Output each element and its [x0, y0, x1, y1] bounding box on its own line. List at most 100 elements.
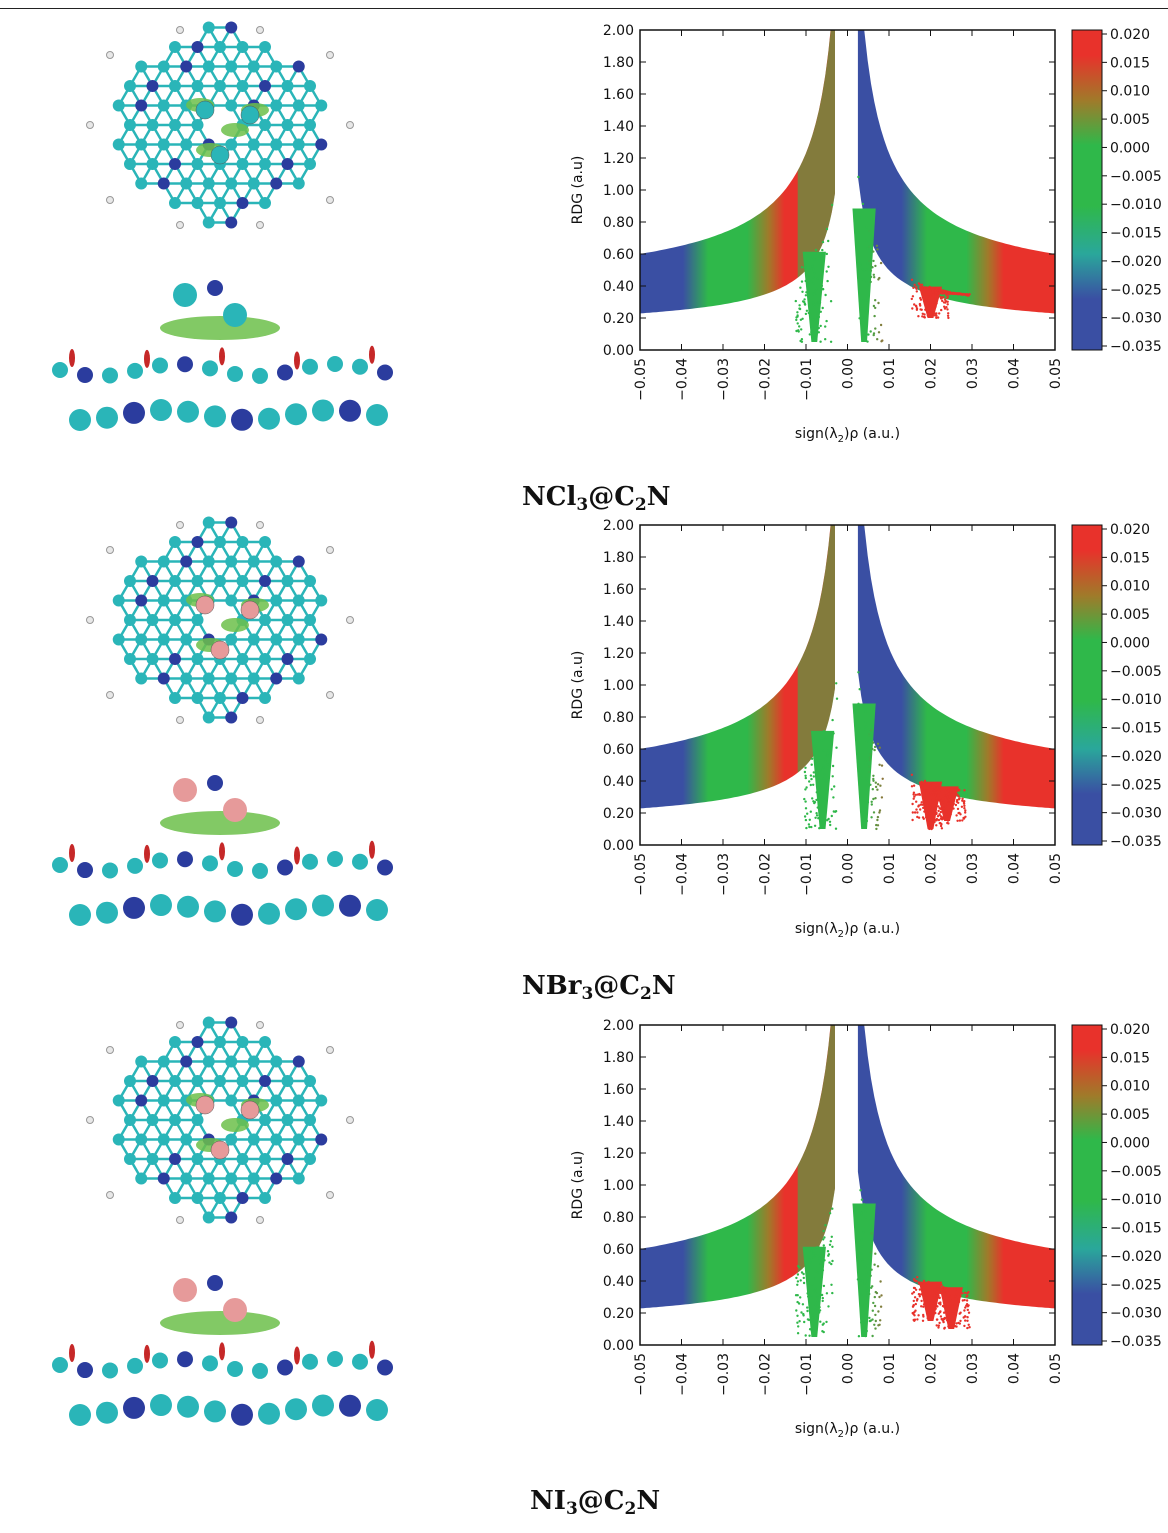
scatter-point — [943, 1327, 946, 1330]
scatter-point — [926, 1302, 930, 1306]
scatter-point — [876, 818, 879, 822]
scatter-point — [867, 333, 870, 336]
colorbar-tick-label: 0.010 — [1110, 1079, 1150, 1095]
scatter-point — [910, 278, 914, 281]
x-tick-label: 0.00 — [841, 358, 857, 389]
scatter-point — [874, 327, 877, 330]
x-tick-label: 0.04 — [1007, 853, 1023, 884]
scatter-point — [942, 801, 945, 804]
scatter-point — [946, 1305, 949, 1308]
scatter-point — [943, 1292, 947, 1296]
scatter-point — [812, 1256, 815, 1260]
scatter-point — [828, 1261, 831, 1264]
scatter-point — [966, 1292, 969, 1295]
x-tick-label: −0.03 — [716, 1353, 732, 1396]
scatter-point — [860, 1252, 863, 1255]
scatter-point — [818, 1306, 821, 1309]
scatter-point — [798, 325, 801, 328]
caption-ncl3: NCl3@C2N — [522, 482, 671, 515]
y-axis-label: RDG (a.u) — [570, 156, 586, 225]
scatter-point — [932, 801, 936, 805]
colorbar-tick-label: 0.010 — [1110, 84, 1150, 100]
scatter-point — [795, 316, 798, 319]
scatter-point — [818, 301, 822, 304]
colorbar-tick-label: 0.015 — [1110, 55, 1150, 71]
scatter-point — [830, 1235, 833, 1238]
scatter-point — [942, 797, 945, 800]
scatter-point — [941, 817, 944, 821]
scatter-point — [857, 175, 860, 179]
x-tick-label: 0.00 — [841, 853, 857, 884]
scatter-point — [945, 292, 948, 295]
scatter-point — [930, 1289, 934, 1293]
scatter-point — [864, 762, 868, 766]
scatter-point — [803, 770, 807, 774]
scatter-point — [805, 260, 808, 263]
scatter-point — [818, 1256, 821, 1260]
scatter-point — [917, 816, 921, 819]
colorbar-tick-label: 0.020 — [1110, 27, 1150, 43]
y-tick-label: 0.40 — [603, 774, 634, 790]
scatter-point — [807, 311, 810, 315]
scatter-point — [812, 267, 815, 271]
x-tick-label: 0.05 — [1048, 853, 1064, 884]
scatter-point — [911, 1292, 914, 1295]
scatter-point — [801, 290, 804, 293]
scatter-point — [915, 287, 918, 290]
scatter-point — [813, 749, 816, 752]
scatter-point — [868, 759, 872, 762]
scatter-point — [821, 1299, 824, 1303]
scatter-point — [875, 827, 878, 831]
scatter-point — [797, 329, 800, 332]
scatter-point — [927, 304, 930, 308]
scatter-point — [873, 314, 876, 318]
scatter-point — [930, 793, 933, 796]
scatter-point — [942, 1311, 946, 1314]
scatter-wing-left — [640, 1025, 835, 1309]
scatter-point — [806, 1318, 810, 1321]
scatter-point — [821, 273, 824, 276]
scatter-point — [944, 1288, 948, 1292]
scatter-point — [924, 308, 927, 311]
scatter-point — [936, 295, 939, 298]
x-tick-label: 0.03 — [965, 1353, 981, 1384]
scatter-point — [811, 1316, 814, 1319]
scatter-point — [963, 1315, 967, 1318]
scatter-point — [829, 1240, 832, 1243]
scatter-point — [812, 282, 815, 285]
scatter-point — [879, 1319, 882, 1322]
scatter-point — [958, 1312, 961, 1315]
scatter-spike-3 — [939, 1287, 963, 1329]
scatter-point — [864, 759, 867, 762]
scatter-point — [813, 1318, 816, 1321]
scatter-point — [807, 823, 811, 826]
scatter-point — [931, 791, 934, 794]
scatter-points — [640, 525, 1055, 831]
scatter-point — [868, 229, 871, 233]
scatter-point — [953, 1312, 957, 1315]
scatter-point — [812, 783, 815, 786]
scatter-point — [926, 295, 930, 298]
scatter-point — [945, 810, 948, 813]
scatter-point — [919, 304, 922, 307]
scatter-point — [803, 815, 807, 818]
scatter-points — [640, 30, 1055, 343]
scatter-point — [873, 276, 876, 279]
scatter-point — [876, 248, 879, 251]
scatter-point — [816, 777, 819, 781]
scatter-point — [943, 1297, 946, 1300]
y-tick-label: 0.40 — [603, 279, 634, 295]
scatter-point — [967, 1311, 971, 1314]
scatter-point — [805, 786, 808, 789]
scatter-point — [794, 299, 797, 303]
scatter-point — [814, 1277, 817, 1280]
scatter-wing-left — [640, 525, 835, 809]
scatter-point — [858, 704, 862, 707]
scatter-point — [800, 328, 803, 331]
scatter-point — [932, 1283, 935, 1286]
scatter-point — [812, 775, 815, 778]
scatter-point — [964, 1319, 967, 1322]
scatter-point — [939, 295, 942, 299]
scatter-point — [928, 804, 931, 807]
scatter-point — [922, 1279, 926, 1283]
